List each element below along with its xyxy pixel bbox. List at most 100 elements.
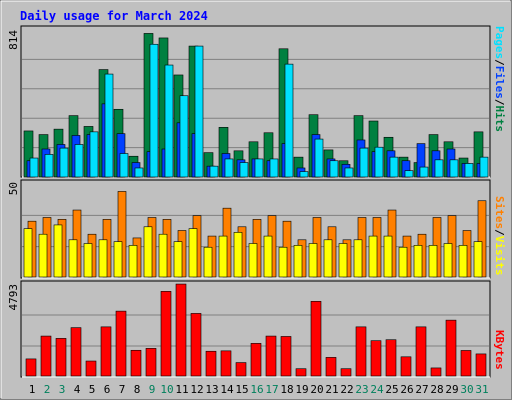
- pages-bar: [164, 64, 174, 178]
- pages-bar: [179, 95, 189, 178]
- pages-bar: [464, 163, 474, 178]
- pages-bar: [44, 154, 54, 178]
- visits-axis-label: Sites/Visits: [493, 196, 506, 276]
- visits-bar: [128, 245, 138, 278]
- pages-bar: [269, 158, 279, 178]
- pages-bar: [149, 43, 159, 178]
- kbytes-bar: [460, 350, 472, 377]
- visits-legend: Visits: [493, 236, 506, 276]
- visits-bar: [188, 228, 198, 278]
- visits-bar: [113, 241, 123, 278]
- x-tick-label: 8: [134, 383, 141, 396]
- pages-bar: [299, 171, 309, 178]
- visits-bar: [218, 235, 228, 278]
- x-tick-label: 2: [44, 383, 51, 396]
- legend-separator: /: [493, 229, 506, 236]
- x-tick-label: 5: [89, 383, 96, 396]
- pages-bar: [434, 159, 444, 178]
- kbytes-bar: [340, 368, 352, 377]
- pages-bar: [104, 73, 114, 178]
- kbytes-bar: [40, 335, 52, 377]
- kbytes-axis-label: KBytes: [493, 330, 506, 370]
- x-tick-label: 27: [415, 383, 428, 396]
- pages-bar: [419, 166, 429, 178]
- x-tick-label: 26: [400, 383, 413, 396]
- visits-bar: [53, 224, 63, 278]
- kbytes-bar: [385, 339, 397, 377]
- x-tick-label: 24: [370, 383, 384, 396]
- kbytes-bar: [235, 362, 247, 377]
- x-tick-label: 7: [119, 383, 126, 396]
- pages-bar: [29, 157, 39, 178]
- visits-bar: [38, 233, 48, 278]
- x-tick-label: 29: [445, 383, 458, 396]
- kbytes-bar: [325, 357, 337, 377]
- kbytes-bar: [250, 343, 262, 377]
- pages-bar: [284, 63, 294, 178]
- kbytes-bar: [190, 313, 202, 377]
- x-tick-label: 6: [104, 383, 111, 396]
- visits-bar: [83, 243, 93, 278]
- x-tick-label: 10: [160, 383, 173, 396]
- x-tick-label: 9: [149, 383, 156, 396]
- visits-bar: [173, 241, 183, 278]
- kbytes-bar: [415, 326, 427, 377]
- visits-bar: [353, 239, 363, 278]
- x-tick-label: 20: [310, 383, 323, 396]
- visits-bar: [23, 228, 33, 278]
- visits-bar: [338, 243, 348, 278]
- visits-bar: [428, 245, 438, 278]
- x-tick-label: 25: [385, 383, 398, 396]
- pages-bar: [329, 160, 339, 178]
- pages-bar: [449, 159, 459, 178]
- hits-ymax-label: 814: [7, 30, 20, 50]
- x-axis-day-labels: 1 2 3 4 5 6 7 8 9 10 11 12 13 14 15 16 17 18 19 20 21 22 23 24 2…: [29, 383, 489, 396]
- pages-bar: [209, 165, 219, 178]
- pages-bar: [359, 147, 369, 178]
- x-tick-label: 4: [74, 383, 81, 396]
- pages-bar: [389, 156, 399, 178]
- x-tick-label: 17: [265, 383, 278, 396]
- visits-bar: [473, 241, 483, 278]
- x-tick-label: 19: [295, 383, 308, 396]
- pages-bar: [404, 170, 414, 178]
- visits-sites-bars: [23, 191, 487, 278]
- x-tick-label: 18: [280, 383, 293, 396]
- visits-bar: [413, 245, 423, 278]
- kbytes-bar: [70, 327, 82, 377]
- visits-bar: [293, 245, 303, 278]
- visits-bar: [158, 233, 168, 278]
- x-tick-label: 21: [325, 383, 338, 396]
- files-legend: Files: [493, 66, 506, 99]
- kbytes-bar: [115, 310, 127, 377]
- hits-axis-label: Pages/Files/Hits: [493, 26, 506, 132]
- visits-bar: [98, 239, 108, 278]
- visits-bar: [308, 243, 318, 278]
- kbytes-bar: [265, 335, 277, 377]
- x-tick-label: 1: [29, 383, 36, 396]
- x-tick-label: 23: [355, 383, 368, 396]
- x-tick-label: 28: [430, 383, 443, 396]
- sites-legend: Sites: [493, 196, 506, 229]
- kbytes-bar: [355, 326, 367, 377]
- x-tick-label: 30: [460, 383, 473, 396]
- pages-bar: [374, 146, 384, 178]
- kbytes-bar: [475, 353, 487, 377]
- pages-bar: [59, 147, 69, 178]
- pages-bar: [254, 158, 264, 178]
- kbytes-bar: [445, 319, 457, 377]
- visits-bar: [323, 239, 333, 278]
- x-tick-label: 22: [340, 383, 353, 396]
- kbytes-ymax-label: 4793: [7, 284, 20, 311]
- kbytes-bar: [295, 368, 307, 377]
- kbytes-bar: [310, 301, 322, 377]
- kbytes-bar: [430, 367, 442, 377]
- visits-bar: [368, 235, 378, 278]
- visits-bar: [203, 246, 213, 278]
- visits-bar: [143, 226, 153, 278]
- hits-legend: Hits: [493, 106, 506, 133]
- x-tick-label: 14: [220, 383, 234, 396]
- visits-bar: [398, 246, 408, 278]
- x-tick-label: 31: [475, 383, 488, 396]
